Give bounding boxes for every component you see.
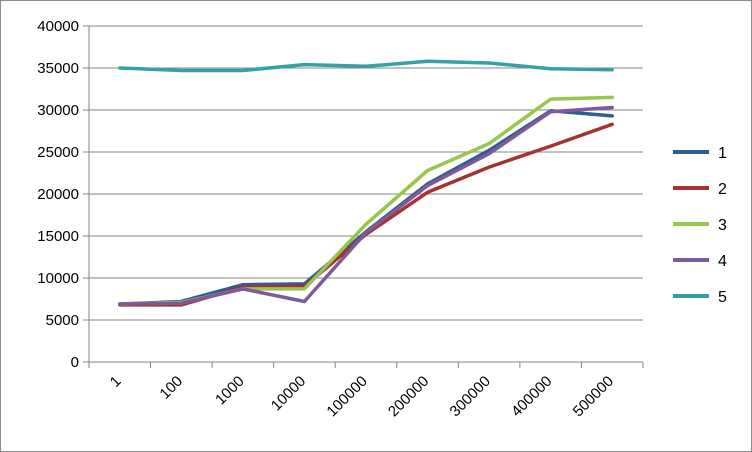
x-tick-label: 1000 (212, 373, 248, 409)
series-line-3 (118, 95, 614, 306)
y-tick-label: 15000 (37, 228, 79, 245)
y-tick-label: 30000 (37, 102, 79, 119)
legend-label-3: 3 (718, 217, 727, 234)
x-tick-label: 500000 (570, 373, 617, 420)
legend-label-1: 1 (718, 145, 727, 162)
series-line-5 (118, 59, 614, 73)
series-line-4 (118, 105, 614, 306)
x-tick-label: 200000 (385, 373, 432, 420)
y-tick-label: 5000 (46, 312, 79, 329)
y-tick-label: 40000 (37, 18, 79, 35)
x-tick-label: 300000 (447, 373, 494, 420)
y-tick-label: 20000 (37, 186, 79, 203)
x-tick-label: 100 (156, 373, 186, 403)
series-lines (118, 59, 614, 307)
axes: 0 5000 10000 15000 20000 25000 30000 35000 40000… (37, 18, 644, 420)
x-tick-label: 1 (107, 373, 125, 391)
y-tick-label: 35000 (37, 60, 79, 77)
y-tick-label: 25000 (37, 144, 79, 161)
legend-label-5: 5 (718, 289, 727, 306)
x-tick-label: 10000 (268, 373, 310, 415)
y-tick-label: 10000 (37, 270, 79, 287)
x-tick-label: 100000 (323, 373, 370, 420)
legend: 1 2 3 4 5 (673, 145, 727, 306)
x-tick-label: 400000 (508, 373, 555, 420)
legend-label-2: 2 (718, 181, 727, 198)
y-tick-label: 0 (71, 354, 79, 371)
series-line-1 (118, 109, 614, 306)
legend-label-4: 4 (718, 253, 727, 270)
